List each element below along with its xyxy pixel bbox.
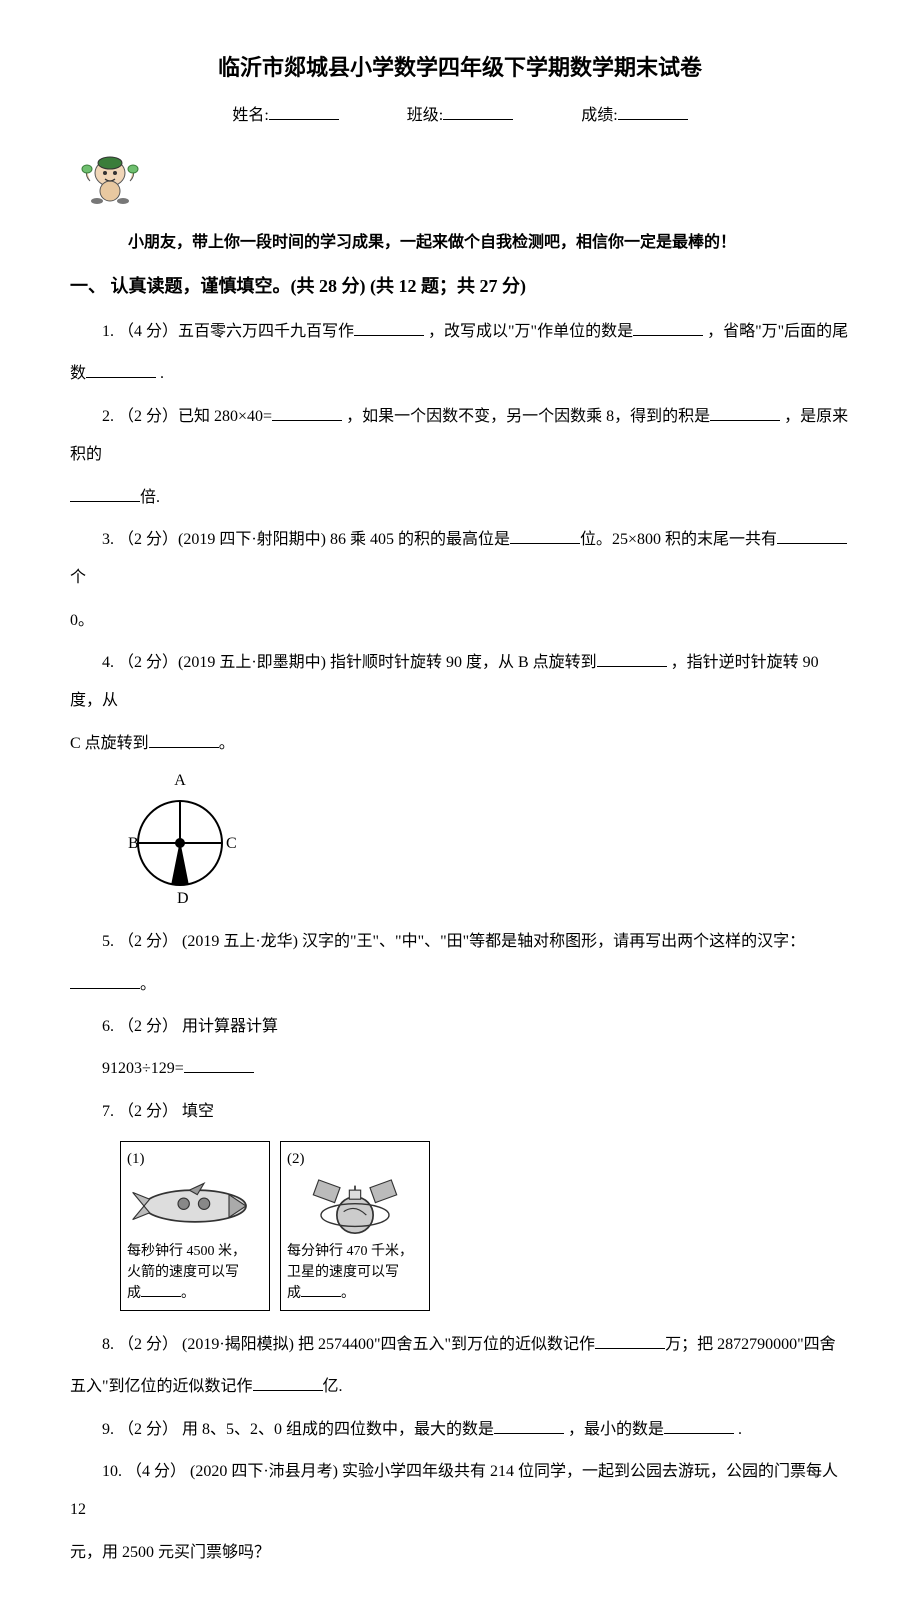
score-label: 成绩: (581, 103, 617, 129)
figure-boxes-row: (1) 每秒钟行 4500 米， 火箭的速度可以写 成。 (2) (120, 1141, 850, 1311)
question-1-line2: 数 . (70, 355, 850, 393)
question-1: 1. （4 分）五百零六万四千九百写作 ，改写成以"万"作单位的数是 ，省略"万… (70, 313, 850, 351)
box2-text1: 每分钟行 470 千米， (287, 1241, 423, 1262)
question-7: 7. （2 分） 填空 (70, 1093, 850, 1131)
mascot-icon (70, 149, 150, 214)
q4-blank-2[interactable] (149, 732, 219, 748)
box2-text3: 成。 (287, 1283, 423, 1304)
label-c: C (226, 835, 237, 852)
question-8-line2: 五入"到亿位的近似数记作亿. (70, 1368, 850, 1406)
info-row: 姓名: 班级: 成绩: (70, 103, 850, 129)
figure-box-2: (2) 每分钟行 470 千米， 卫星的速度可以写 成。 (280, 1141, 430, 1311)
satellite-icon (287, 1171, 423, 1241)
q1-blank-3[interactable] (86, 362, 156, 378)
score-blank[interactable] (618, 104, 688, 120)
q2-blank-2[interactable] (710, 405, 780, 421)
question-10-line2: 元，用 2500 元买门票够吗？ (70, 1534, 850, 1572)
q8-blank-2[interactable] (253, 1375, 323, 1391)
box1-text1: 每秒钟行 4500 米， (127, 1241, 263, 1262)
label-a: A (174, 773, 186, 789)
question-9: 9. （2 分） 用 8、5、2、0 组成的四位数中，最大的数是 ，最小的数是 … (70, 1411, 850, 1449)
box2-text2: 卫星的速度可以写 (287, 1262, 423, 1283)
question-2-line2: 倍. (70, 479, 850, 517)
box1-blank[interactable] (141, 1283, 181, 1297)
section-1-header: 一、 认真读题，谨慎填空。(共 28 分) (共 12 题；共 27 分) (70, 272, 850, 301)
q1-blank-1[interactable] (354, 320, 424, 336)
q1-blank-2[interactable] (633, 320, 703, 336)
box2-blank[interactable] (301, 1283, 341, 1297)
question-3: 3. （2 分）(2019 四下·射阳期中) 86 乘 405 的积的最高位是位… (70, 521, 850, 598)
label-d: D (177, 890, 189, 907)
box1-text3: 成。 (127, 1283, 263, 1304)
question-6: 6. （2 分） 用计算器计算 (70, 1008, 850, 1046)
q3-blank-2[interactable] (777, 528, 847, 544)
question-10: 10. （4 分） (2020 四下·沛县月考) 实验小学四年级共有 214 位… (70, 1453, 850, 1530)
motivation-text: 小朋友，带上你一段时间的学习成果，一起来做个自我检测吧，相信你一定是最棒的！ (70, 224, 850, 262)
label-b: B (128, 835, 139, 852)
class-label: 班级: (407, 103, 443, 129)
box1-num: (1) (127, 1148, 263, 1171)
exam-title: 临沂市郯城县小学数学四年级下学期数学期末试卷 (70, 50, 850, 85)
q5-blank-1[interactable] (70, 973, 140, 989)
class-blank[interactable] (443, 104, 513, 120)
question-2: 2. （2 分）已知 280×40= ，如果一个因数不变，另一个因数乘 8，得到… (70, 398, 850, 475)
q4-blank-1[interactable] (597, 651, 667, 667)
q9-blank-1[interactable] (494, 1418, 564, 1434)
figure-box-1: (1) 每秒钟行 4500 米， 火箭的速度可以写 成。 (120, 1141, 270, 1311)
name-blank[interactable] (269, 104, 339, 120)
question-5-line2: 。 (70, 966, 850, 1004)
motivation-row (70, 149, 850, 214)
q8-blank-1[interactable] (595, 1333, 665, 1349)
q2-blank-3[interactable] (70, 486, 140, 502)
q6-blank-1[interactable] (184, 1057, 254, 1073)
question-6-line2: 91203÷129= (70, 1050, 850, 1088)
question-4: 4. （2 分）(2019 五上·即墨期中) 指针顺时针旋转 90 度，从 B … (70, 644, 850, 721)
box2-num: (2) (287, 1148, 423, 1171)
circle-compass-figure: A B C D (120, 773, 240, 913)
box1-text2: 火箭的速度可以写 (127, 1262, 263, 1283)
question-3-line2: 0。 (70, 602, 850, 640)
name-label: 姓名: (232, 103, 268, 129)
rocket-icon (127, 1171, 263, 1241)
question-8: 8. （2 分） (2019·揭阳模拟) 把 2574400"四舍五入"到万位的… (70, 1326, 850, 1364)
question-4-line2: C 点旋转到。 (70, 725, 850, 763)
q9-blank-2[interactable] (664, 1418, 734, 1434)
q3-blank-1[interactable] (510, 528, 580, 544)
question-5: 5. （2 分） (2019 五上·龙华) 汉字的"王"、"中"、"田"等都是轴… (70, 923, 850, 961)
q2-blank-1[interactable] (272, 405, 342, 421)
